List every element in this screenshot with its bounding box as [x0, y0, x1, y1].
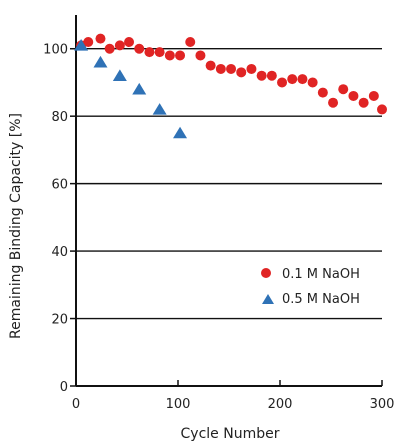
- data-point: [236, 67, 247, 78]
- data-point: [317, 87, 328, 98]
- x-axis-title: Cycle Number: [181, 426, 280, 442]
- data-point: [195, 50, 206, 61]
- data-point: [104, 43, 115, 54]
- data-point: [328, 97, 339, 108]
- data-point: [173, 126, 188, 139]
- data-point: [358, 97, 369, 108]
- tick-labels: 0 20 40 60 80 100 0 100 200 300: [43, 43, 394, 412]
- data-point: [215, 63, 226, 74]
- y-tick-label: 0: [60, 380, 68, 395]
- data-point: [132, 82, 147, 95]
- data-series: [74, 33, 387, 139]
- data-point: [307, 77, 318, 88]
- data-point: [246, 63, 257, 74]
- data-point: [83, 36, 94, 47]
- legend-label-0: 0.1 M NaOH: [282, 267, 360, 282]
- data-point: [226, 63, 237, 74]
- y-tick-label: 60: [51, 178, 68, 193]
- data-point: [144, 47, 155, 58]
- data-point: [205, 60, 216, 71]
- x-tick-label: 200: [268, 397, 293, 412]
- legend: 0.1 M NaOH 0.5 M NaOH: [261, 267, 360, 307]
- y-axis-title: Remaining Binding Capacity [%]: [8, 113, 24, 339]
- data-point: [287, 74, 298, 85]
- data-point: [338, 84, 349, 95]
- grid-lines: [76, 48, 382, 320]
- data-point: [297, 74, 308, 85]
- data-point: [348, 90, 359, 101]
- data-point: [277, 77, 288, 88]
- data-point: [368, 90, 379, 101]
- legend-marker-0: [261, 268, 271, 278]
- data-point: [152, 103, 167, 115]
- data-point: [134, 43, 145, 54]
- data-point: [154, 47, 165, 58]
- y-tick-label: 80: [51, 110, 68, 125]
- legend-marker-1: [262, 294, 274, 304]
- x-tick-label: 300: [370, 397, 395, 412]
- series-1: [74, 39, 188, 139]
- axes: [70, 15, 383, 387]
- y-tick-label: 40: [51, 245, 68, 260]
- data-point: [175, 50, 186, 61]
- data-point: [95, 33, 106, 44]
- data-point: [256, 70, 267, 81]
- data-point: [114, 40, 125, 51]
- x-tick-label: 0: [72, 397, 80, 412]
- y-tick-label: 20: [51, 313, 68, 328]
- data-point: [112, 69, 127, 81]
- legend-label-1: 0.5 M NaOH: [282, 292, 360, 307]
- data-point: [124, 36, 135, 47]
- data-point: [266, 70, 277, 81]
- y-tick-label: 100: [43, 43, 68, 58]
- data-point: [74, 39, 89, 51]
- data-point: [377, 104, 387, 115]
- data-point: [93, 55, 108, 68]
- series-0: [76, 33, 387, 115]
- data-point: [185, 36, 196, 47]
- data-point: [164, 50, 175, 61]
- x-tick-label: 100: [166, 397, 191, 412]
